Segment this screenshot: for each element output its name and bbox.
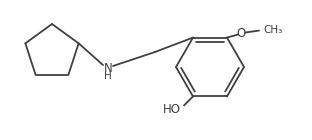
Text: HO: HO xyxy=(163,103,181,116)
Text: N: N xyxy=(104,61,112,74)
Text: O: O xyxy=(236,27,246,40)
Text: CH₃: CH₃ xyxy=(263,24,282,35)
Text: H: H xyxy=(104,71,112,81)
